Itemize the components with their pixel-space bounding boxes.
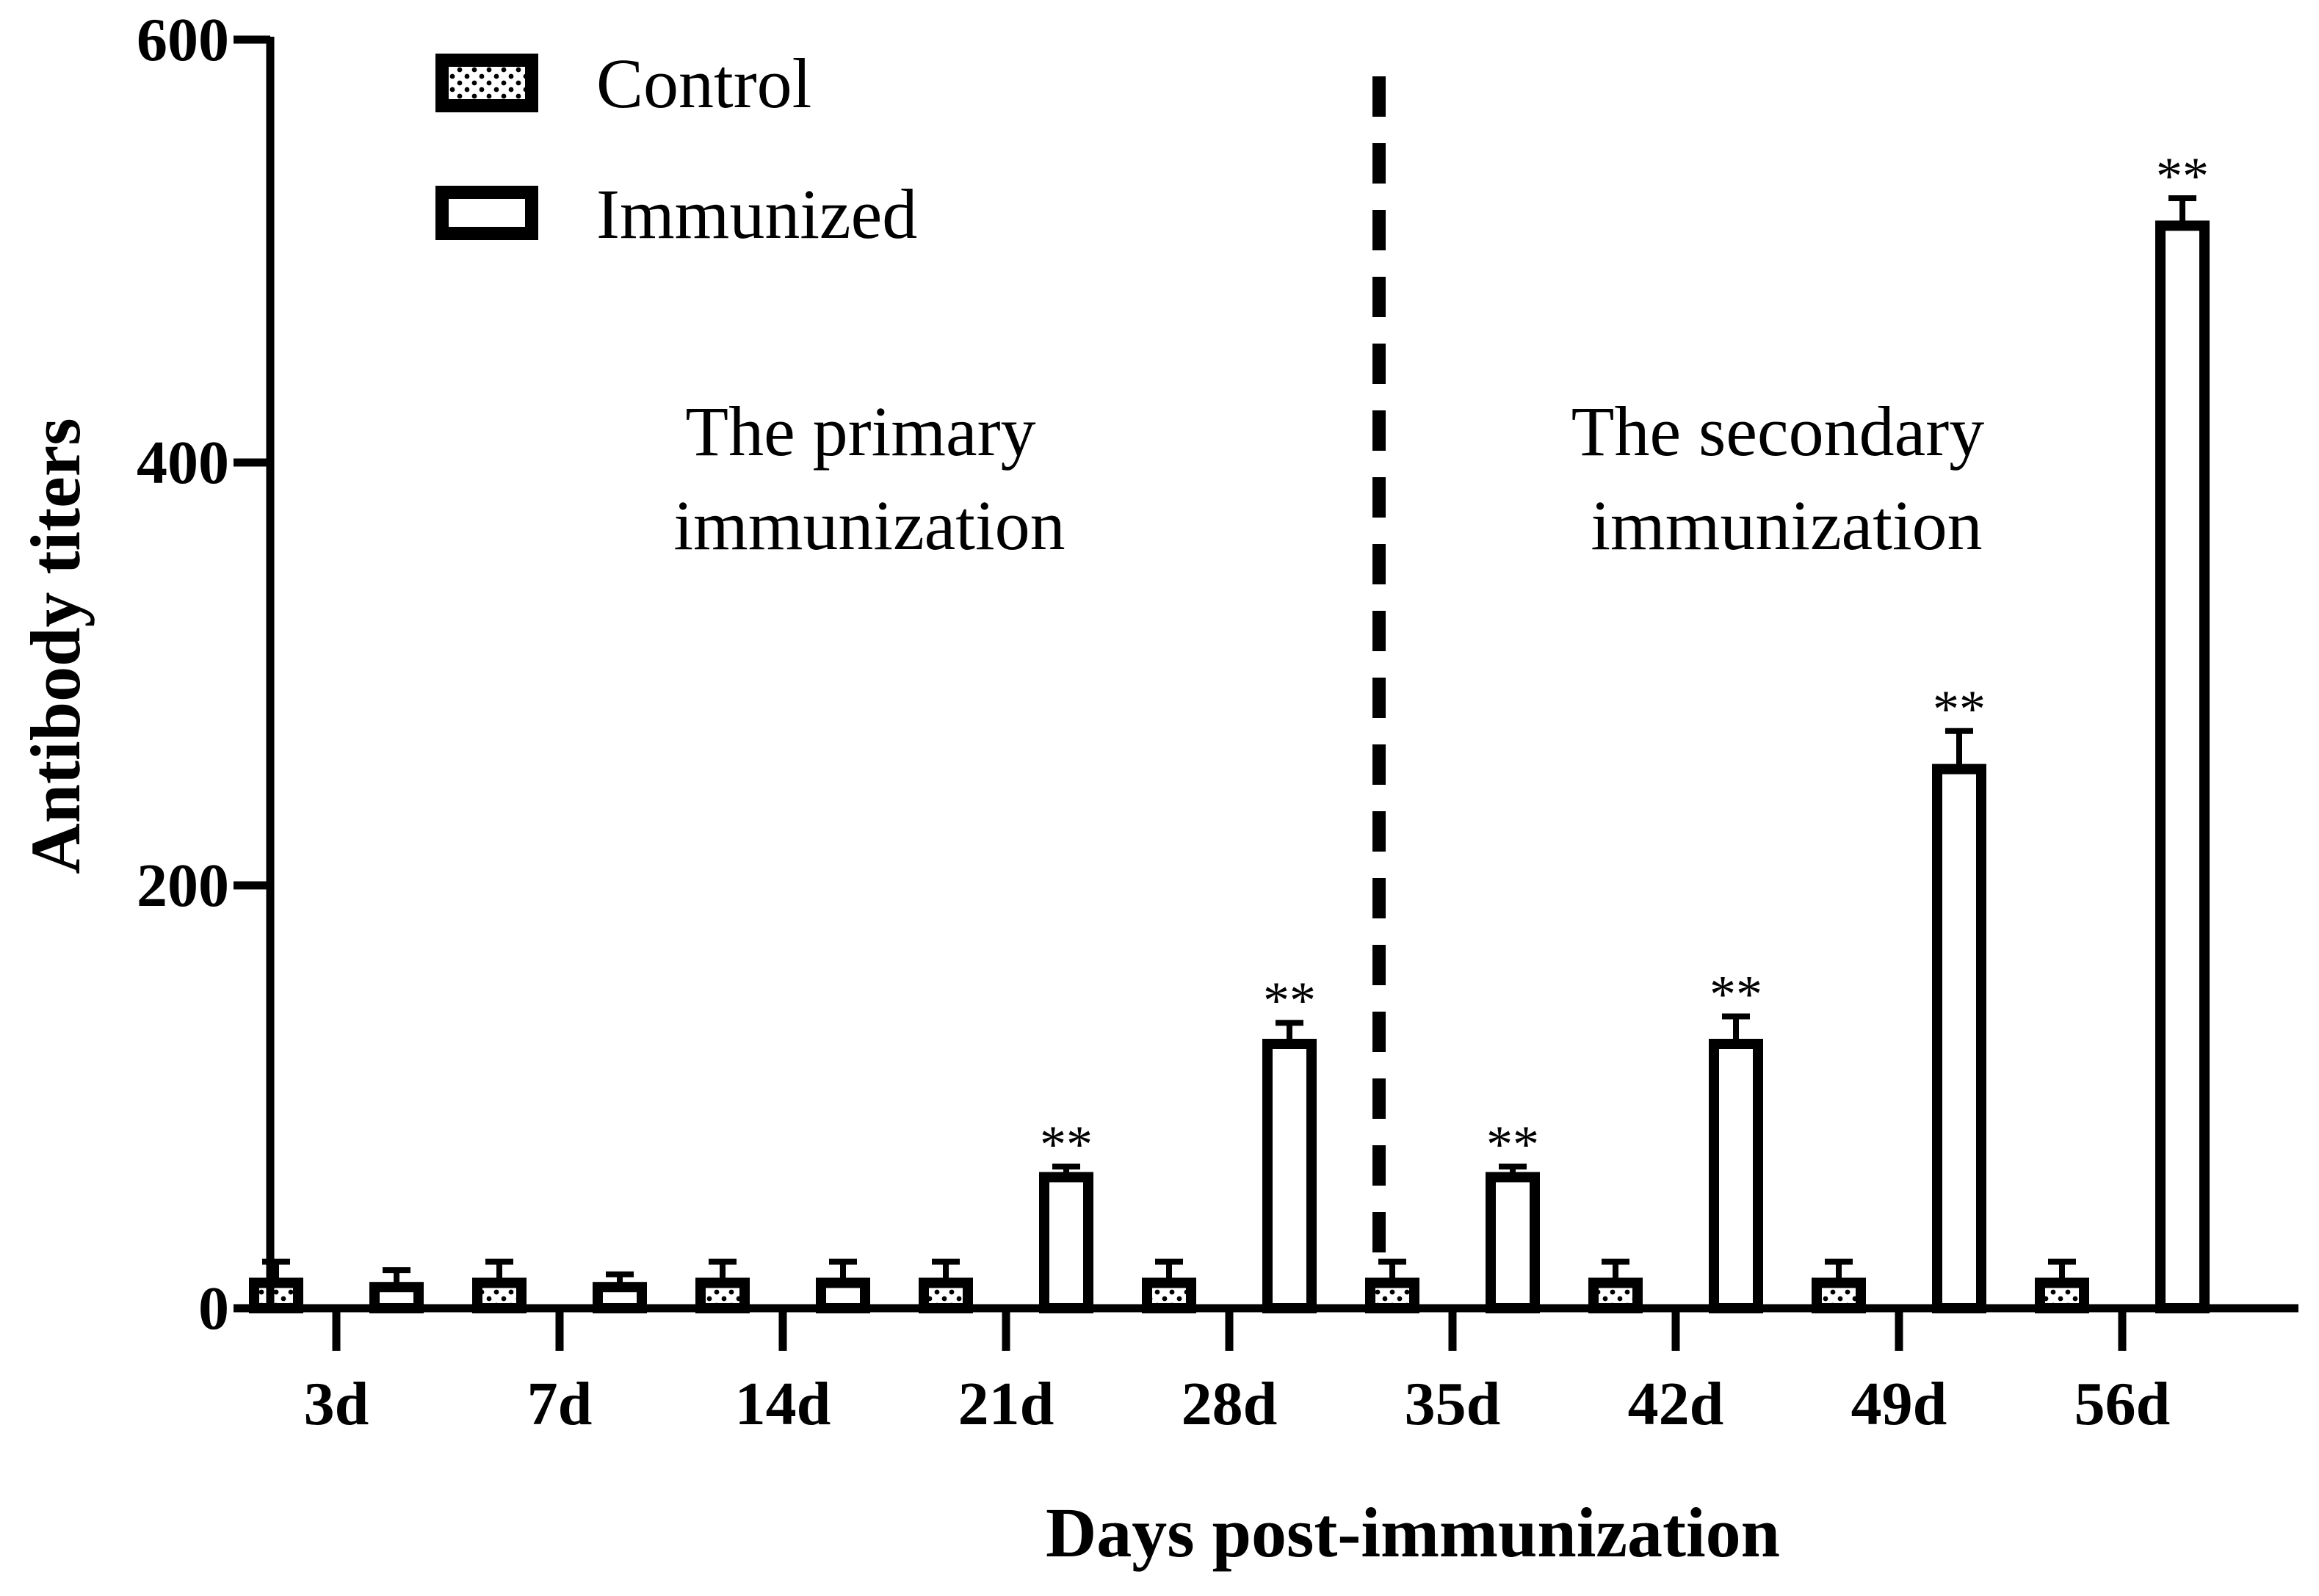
- legend-swatch-immunized: [435, 186, 538, 240]
- bar-immunized-49d: [1932, 763, 1986, 1313]
- x-tick-label-3d: 3d: [304, 1370, 369, 1438]
- bar-immunized-28d: [1262, 1039, 1317, 1313]
- x-tick-label-56d: 56d: [2074, 1370, 2171, 1438]
- y-tick-label-600: 600: [137, 6, 229, 74]
- x-tick-label-7d: 7d: [527, 1370, 593, 1438]
- significance-label-35d: **: [1486, 1115, 1539, 1174]
- significance-label-49d: **: [1933, 680, 1986, 739]
- bar-immunized-56d: [2155, 220, 2210, 1314]
- y-tick-label-400: 400: [137, 429, 229, 497]
- axes-layer: 3d 7d 14d 21d 28d 35d 42d 49d 56d 0 200 400 600: [137, 6, 2298, 1438]
- y-tick-label-0: 0: [198, 1274, 229, 1343]
- x-tick-label-42d: 42d: [1628, 1370, 1724, 1438]
- x-tick-label-21d: 21d: [958, 1370, 1054, 1438]
- annotation-secondary-line-2: immunization: [1591, 486, 1982, 565]
- annotation-primary-line-1: The primary: [685, 392, 1035, 471]
- significance-label-21d: **: [1040, 1115, 1093, 1174]
- x-tick-label-28d: 28d: [1182, 1370, 1278, 1438]
- legend: Control Immunized: [435, 44, 917, 253]
- annotation-secondary: The secondary immunization: [1571, 392, 2002, 565]
- y-tick-label-200: 200: [137, 852, 229, 920]
- bar-immunized-42d: [1709, 1039, 1763, 1313]
- annotation-secondary-line-1: The secondary: [1571, 392, 1984, 471]
- bars-layer: ** ** ** ** ** **: [249, 147, 2210, 1314]
- significance-label-56d: **: [2156, 147, 2209, 206]
- bar-immunized-35d: [1486, 1172, 1540, 1313]
- legend-swatch-control: [435, 54, 538, 112]
- annotation-primary-line-2: immunization: [673, 486, 1065, 565]
- legend-label-immunized: Immunized: [596, 175, 917, 253]
- significance-label-42d: **: [1710, 965, 1762, 1024]
- x-tick-label-49d: 49d: [1851, 1370, 1947, 1438]
- significance-label-28d: **: [1263, 971, 1316, 1030]
- legend-label-control: Control: [596, 44, 811, 123]
- annotation-primary: The primary immunization: [673, 392, 1065, 565]
- x-axis-title: Days post-immunization: [1046, 1493, 1780, 1572]
- x-tick-label-14d: 14d: [735, 1370, 831, 1438]
- y-axis-title: Antibody titers: [16, 418, 95, 874]
- bar-control-21d: [919, 1277, 973, 1313]
- x-tick-label-35d: 35d: [1405, 1370, 1501, 1438]
- bar-immunized-21d: [1039, 1172, 1093, 1313]
